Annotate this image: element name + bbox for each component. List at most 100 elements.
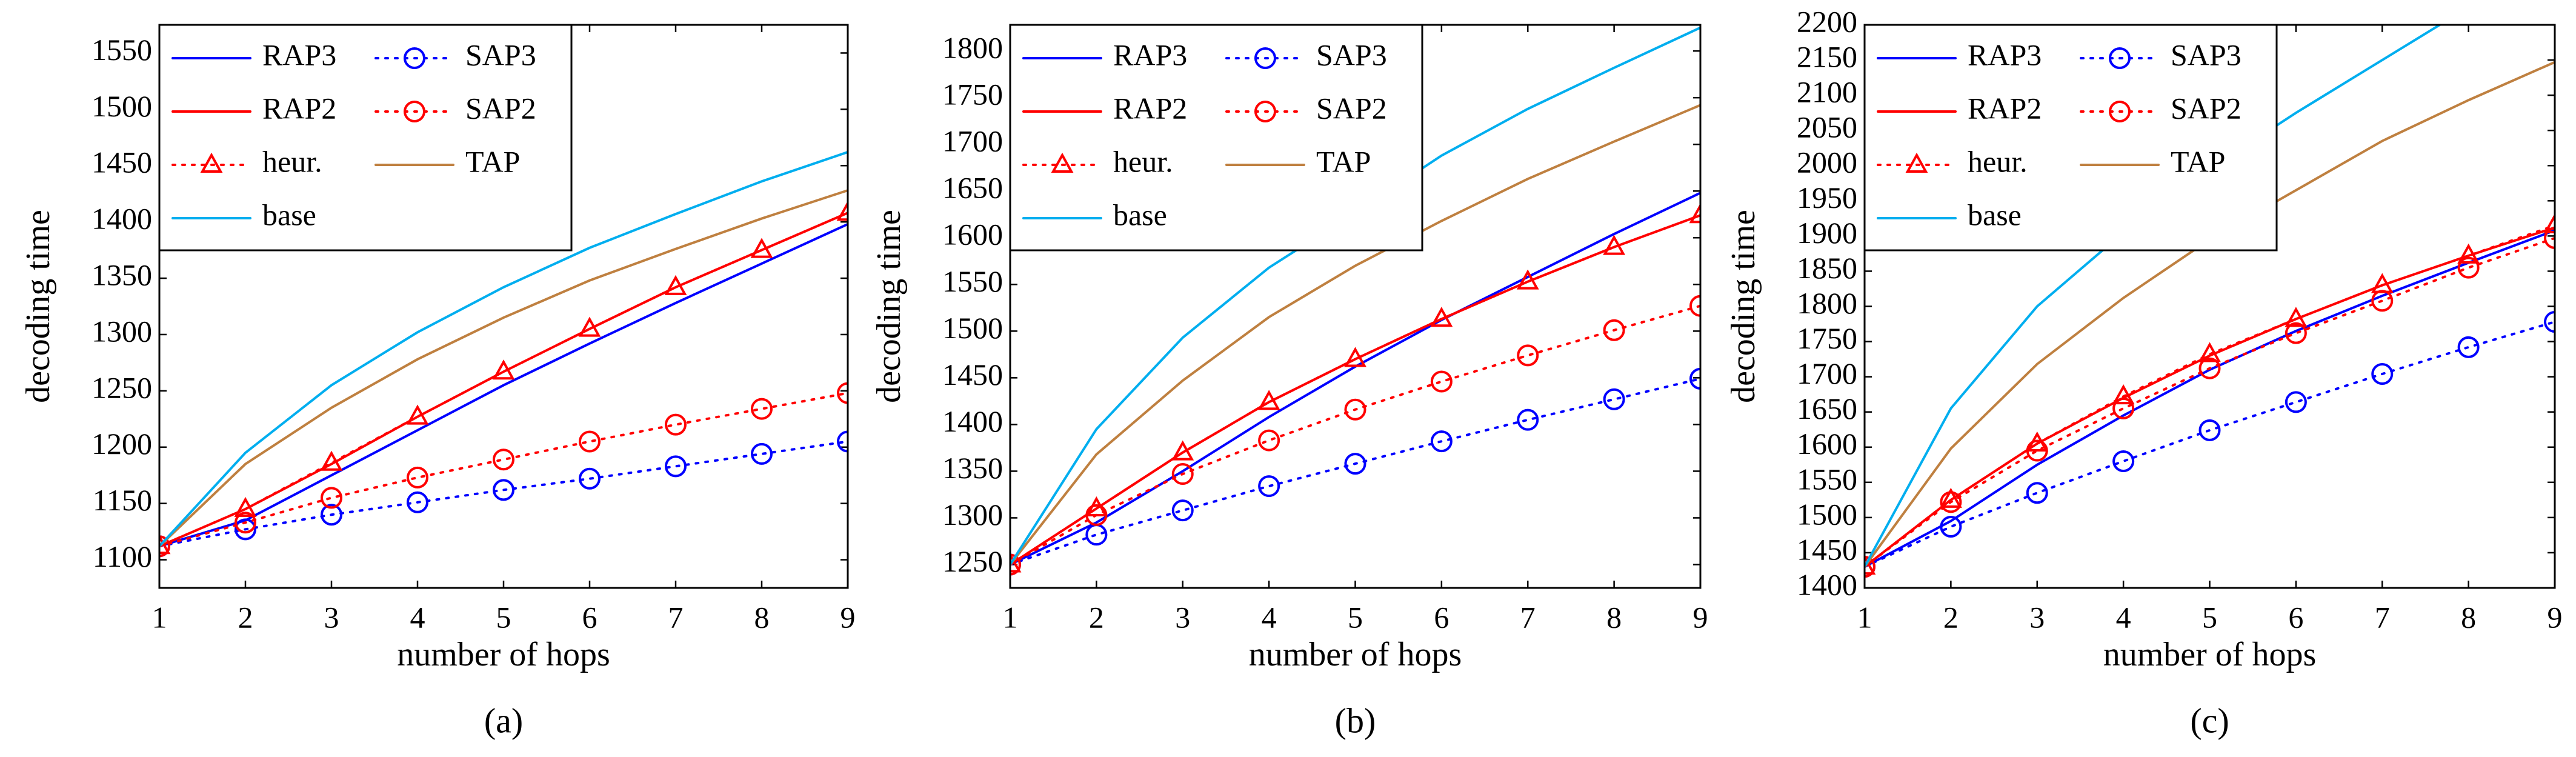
- x-tick-label: 2: [1089, 600, 1104, 634]
- marker: [2109, 47, 2131, 69]
- marker: [2457, 336, 2480, 358]
- marker: [579, 467, 601, 490]
- legend-box: [1009, 24, 1423, 252]
- y-tick-label: 1500: [1797, 497, 1857, 531]
- x-tick-label: 9: [2548, 600, 2563, 634]
- x-axis-label: number of hops: [397, 636, 610, 673]
- y-tick-label: 1350: [942, 451, 1003, 485]
- marker: [1344, 347, 1366, 367]
- y-tick-label: 1350: [92, 258, 152, 292]
- panel-label: (a): [484, 701, 523, 740]
- y-tick-label: 1750: [942, 78, 1003, 112]
- legend-box: [158, 24, 573, 252]
- marker: [406, 404, 429, 425]
- marker: [1865, 556, 1875, 578]
- legend-label: RAP2: [262, 91, 336, 125]
- x-tick-label: 3: [324, 600, 339, 634]
- marker: [2457, 243, 2480, 264]
- legend-label: TAP: [1316, 144, 1371, 178]
- marker: [2371, 273, 2394, 293]
- marker: [2285, 322, 2307, 344]
- marker: [1689, 203, 1700, 224]
- marker: [1010, 553, 1021, 576]
- y-tick-label: 1800: [942, 31, 1003, 65]
- y-tick-label: 1650: [1797, 392, 1857, 425]
- series-layer: [159, 150, 848, 558]
- marker: [2112, 397, 2135, 419]
- marker: [1603, 235, 1626, 255]
- x-tick-label: 4: [2116, 600, 2131, 634]
- marker: [1254, 47, 1276, 69]
- marker: [2544, 227, 2555, 249]
- marker: [321, 504, 342, 526]
- x-tick-label: 3: [2029, 600, 2045, 634]
- y-tick-label: 1250: [942, 544, 1003, 578]
- x-tick-label: 6: [2288, 600, 2303, 634]
- series-line: [1865, 226, 2555, 569]
- marker: [665, 455, 687, 478]
- marker: [2109, 101, 2131, 122]
- y-tick-label: 1500: [942, 311, 1003, 345]
- marker: [407, 491, 428, 513]
- series-line: [1865, 229, 2555, 569]
- marker: [751, 398, 773, 420]
- y-tick-label: 1600: [1797, 427, 1857, 461]
- marker: [2112, 384, 2135, 405]
- marker: [1258, 475, 1280, 498]
- marker: [665, 413, 687, 436]
- x-tick-label: 6: [1434, 600, 1449, 634]
- legend-label: base: [1113, 198, 1167, 232]
- x-tick-label: 5: [2202, 600, 2217, 634]
- x-tick-label: 1: [152, 600, 167, 634]
- marker: [1258, 429, 1280, 452]
- marker: [1010, 552, 1022, 573]
- marker: [2544, 311, 2555, 333]
- marker: [1257, 390, 1280, 410]
- marker: [2457, 256, 2480, 279]
- marker: [493, 479, 514, 501]
- series-line: [1010, 104, 1700, 566]
- marker: [2285, 307, 2308, 327]
- marker: [837, 382, 848, 404]
- series-line: [1865, 224, 2555, 569]
- y-tick-label: 1150: [93, 483, 152, 517]
- marker: [1051, 152, 1074, 173]
- y-tick-label: 1300: [92, 314, 152, 348]
- subplot: 1100 1150 1200 1250 1300 1350 1400 1450 1500 1550…: [19, 24, 856, 740]
- series-line: [159, 212, 848, 548]
- marker: [2285, 391, 2307, 413]
- y-tick-label: 1450: [942, 358, 1003, 392]
- marker: [1430, 307, 1453, 327]
- series-line: [1010, 377, 1700, 566]
- series-line: [159, 440, 848, 548]
- marker: [1085, 496, 1108, 517]
- marker: [1689, 295, 1700, 317]
- marker: [1171, 499, 1194, 522]
- legend-label: SAP2: [465, 91, 536, 125]
- y-tick-label: 1400: [92, 202, 152, 236]
- y-tick-label: 1550: [1797, 462, 1857, 496]
- y-tick-label: 1850: [1797, 251, 1857, 285]
- y-axis-label: decoding time: [1725, 210, 1762, 403]
- marker: [1603, 319, 1625, 341]
- legend-label: SAP2: [1316, 91, 1387, 125]
- x-tick-label: 7: [1520, 600, 1536, 634]
- y-tick-label: 2050: [1797, 110, 1857, 144]
- y-tick-label: 1500: [92, 89, 152, 123]
- x-tick-label: 9: [840, 600, 856, 634]
- y-tick-label: 1100: [93, 539, 152, 573]
- marker: [2198, 357, 2221, 379]
- marker: [234, 496, 257, 517]
- x-tick-label: 3: [1175, 600, 1190, 634]
- y-tick-label: 1800: [1797, 286, 1857, 320]
- marker: [579, 430, 601, 453]
- y-tick-label: 1600: [942, 218, 1003, 252]
- y-tick-label: 1700: [942, 124, 1003, 158]
- marker: [1344, 398, 1366, 421]
- x-tick-label: 7: [668, 600, 684, 634]
- marker: [578, 316, 601, 337]
- legend-label: SAP2: [2171, 91, 2242, 125]
- x-tick-label: 8: [2461, 600, 2476, 634]
- x-tick-label: 4: [410, 600, 425, 634]
